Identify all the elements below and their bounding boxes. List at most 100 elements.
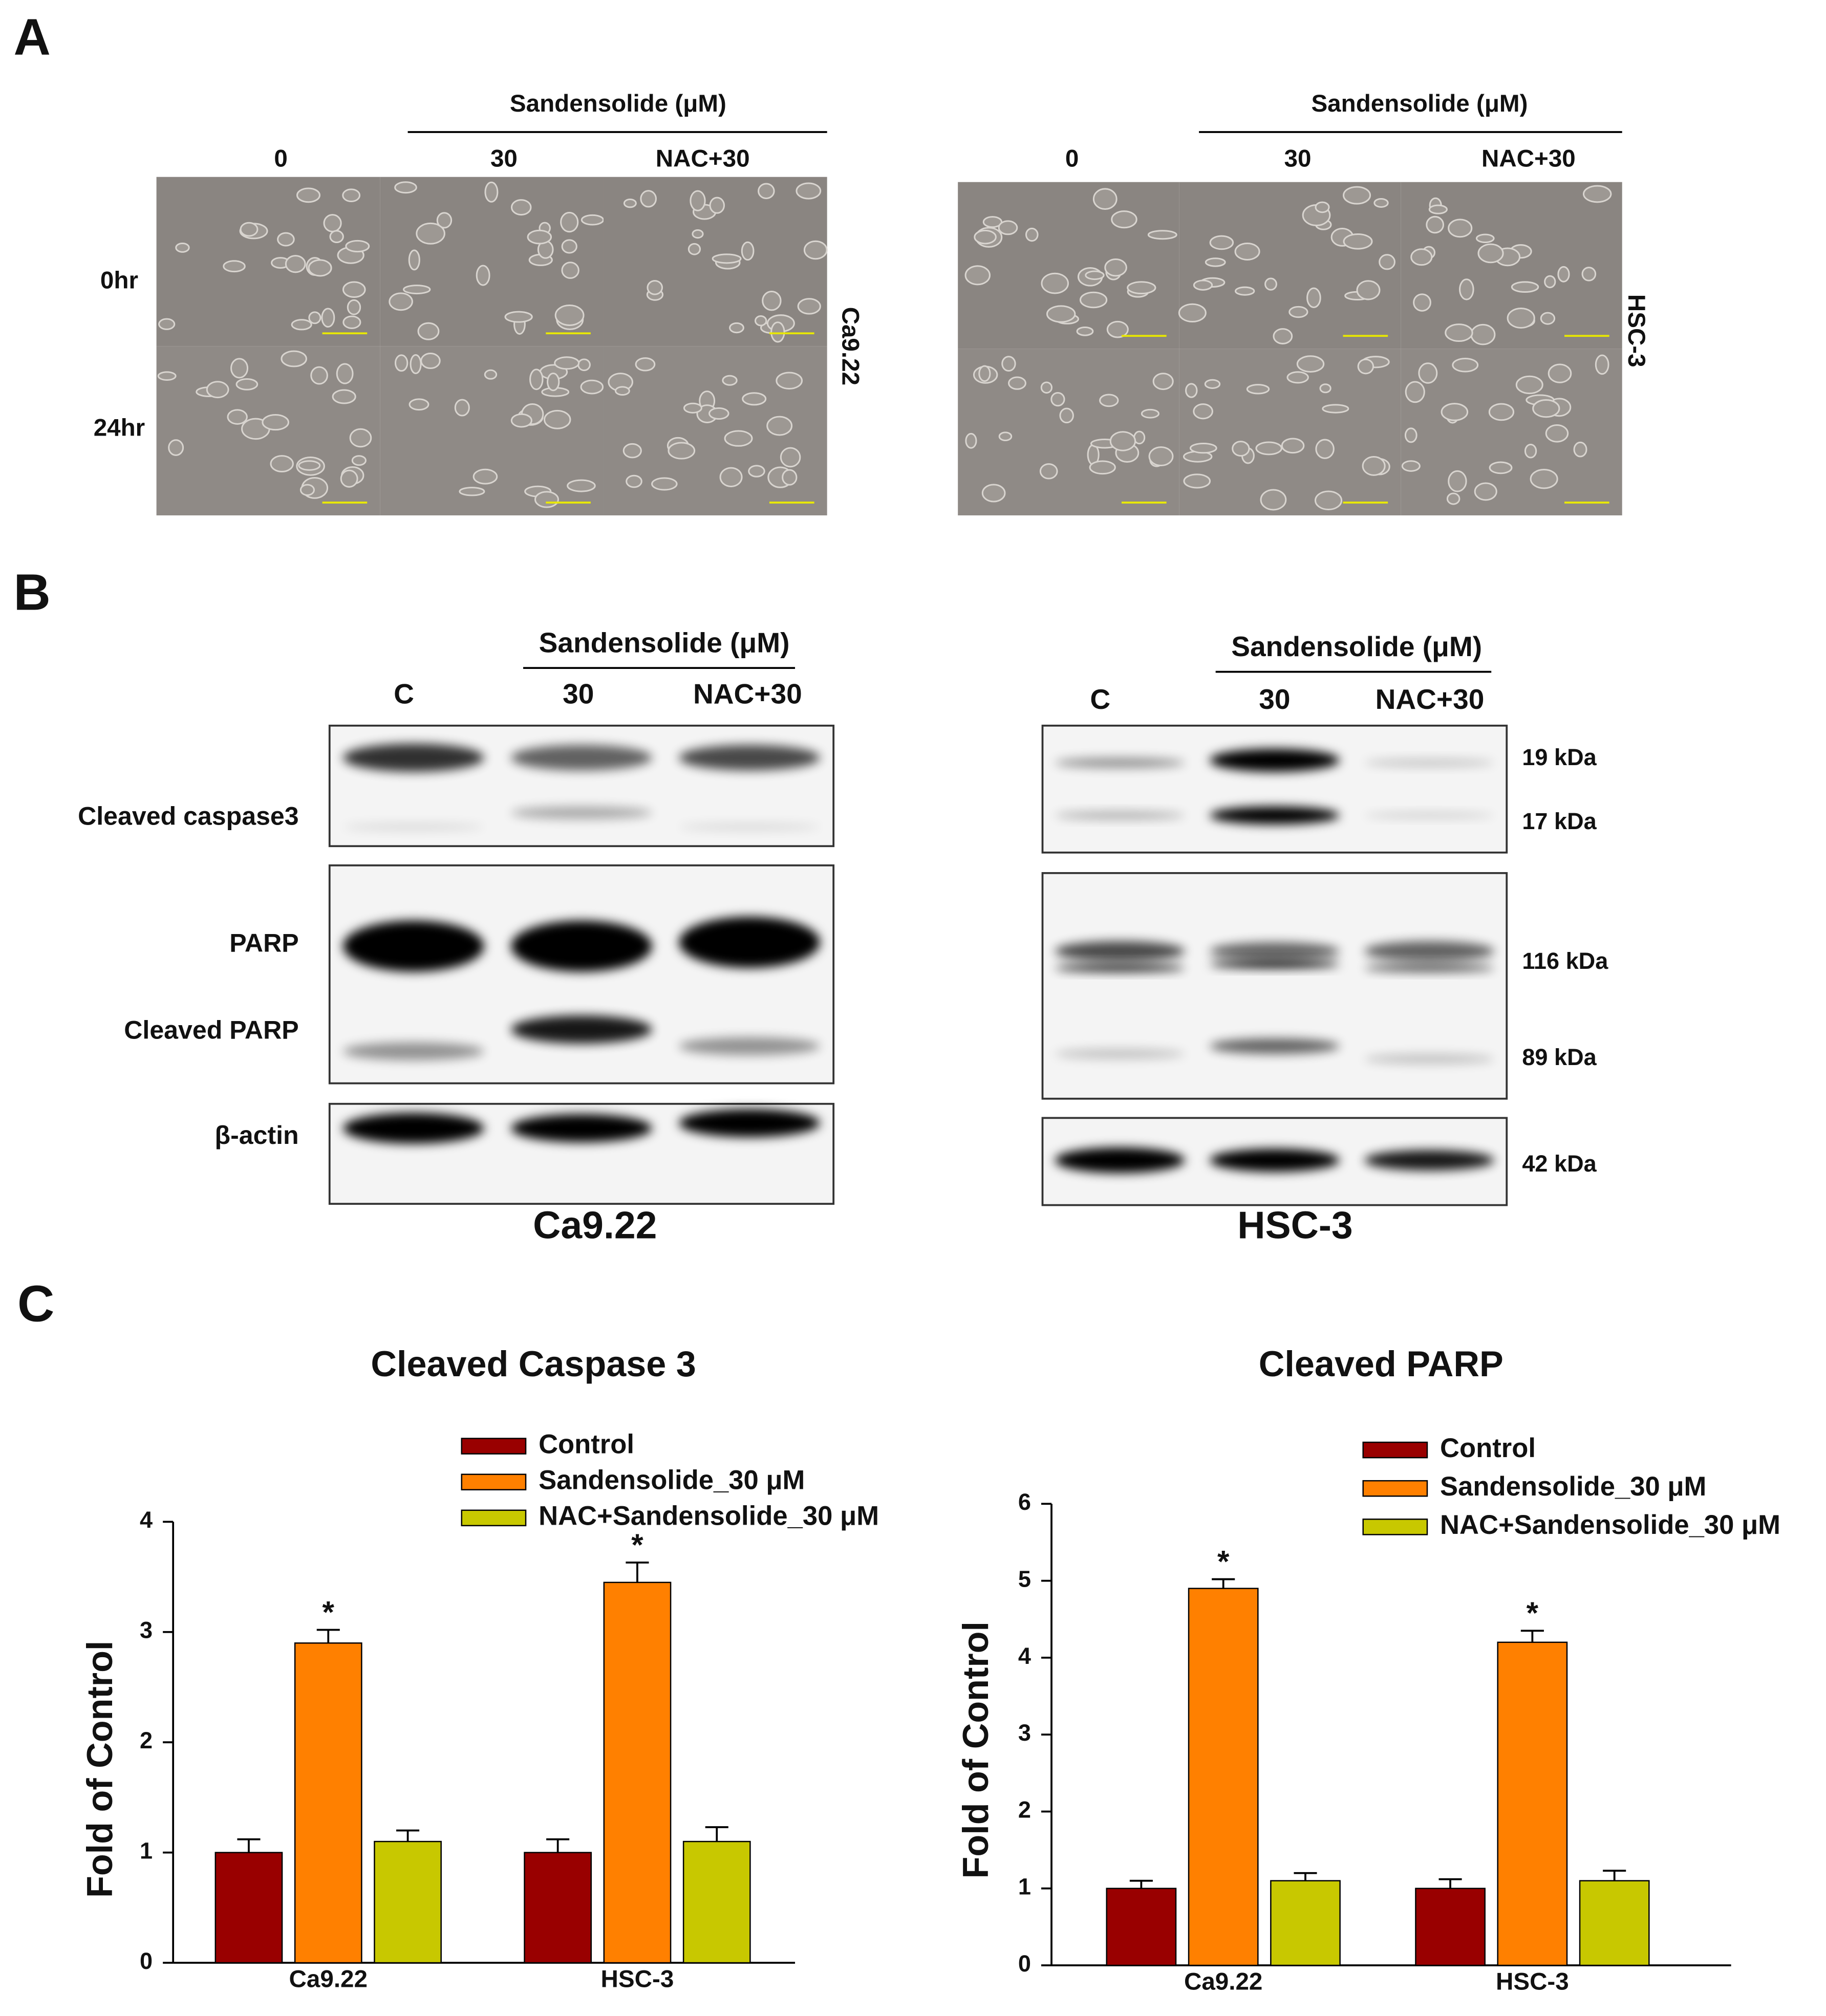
cell <box>1314 490 1343 511</box>
cell <box>1209 235 1234 250</box>
cell <box>235 378 259 391</box>
error-bar <box>316 1629 340 1643</box>
bar <box>1497 1641 1568 1966</box>
cell <box>262 414 289 431</box>
bar <box>603 1581 672 1964</box>
cell <box>1127 281 1156 295</box>
cell <box>1410 248 1433 266</box>
cell <box>291 319 312 331</box>
band <box>511 1015 652 1044</box>
band <box>679 823 820 831</box>
cell <box>1286 371 1309 384</box>
cell <box>803 240 828 260</box>
cell <box>476 265 490 286</box>
column-label: 0 <box>274 145 287 172</box>
significance-mark: * <box>631 1528 643 1562</box>
cell <box>635 357 656 372</box>
cell <box>534 491 559 508</box>
band <box>1364 758 1495 767</box>
legend-label: Control <box>539 1429 634 1459</box>
cell <box>527 229 552 245</box>
cell <box>581 214 605 226</box>
weight-label: 116 kDa <box>1522 948 1608 974</box>
cell <box>227 409 248 425</box>
blot <box>1041 724 1508 854</box>
cell <box>1255 441 1282 456</box>
cell <box>1234 243 1260 261</box>
error-bar <box>1294 1872 1317 1881</box>
cell <box>1530 469 1558 489</box>
protein-label: Cleaved caspase3 <box>78 801 299 830</box>
cell <box>1315 201 1330 213</box>
cell <box>1281 438 1305 454</box>
cell <box>1141 408 1159 419</box>
cell <box>1428 204 1448 214</box>
cell <box>1581 267 1597 281</box>
cell <box>342 281 366 298</box>
cell <box>978 365 991 382</box>
cell <box>230 358 249 379</box>
cell <box>1511 281 1539 293</box>
cell <box>168 439 184 456</box>
cell <box>321 308 335 328</box>
column-label: 30 <box>563 678 594 710</box>
cell <box>547 372 560 392</box>
cell <box>529 368 544 391</box>
cell <box>1401 460 1421 472</box>
column-label: 30 <box>1259 683 1290 715</box>
cell-line-label: HSC-3 <box>1237 1204 1352 1247</box>
column-label: 0 <box>1065 145 1079 172</box>
blot <box>1041 872 1508 1100</box>
cell <box>651 477 678 491</box>
cell <box>417 322 440 340</box>
cell <box>1477 243 1504 264</box>
cell <box>719 467 743 487</box>
cell <box>410 354 422 375</box>
cell <box>554 305 585 326</box>
cell <box>1544 275 1556 289</box>
cell <box>724 430 753 447</box>
band <box>1055 811 1185 819</box>
cell <box>1288 306 1308 318</box>
cell <box>345 240 370 253</box>
cell <box>1205 257 1226 267</box>
panel-label: B <box>13 563 50 621</box>
legend-swatch <box>461 1438 527 1455</box>
bar <box>1415 1888 1486 1966</box>
cell <box>1306 287 1321 308</box>
cell <box>560 211 579 233</box>
cell <box>690 190 706 211</box>
band <box>343 920 484 972</box>
band <box>1209 806 1340 825</box>
legend-swatch <box>461 1473 527 1490</box>
cell <box>270 455 294 473</box>
cell <box>298 460 321 471</box>
cell <box>741 241 755 261</box>
column-label: 30 <box>490 145 518 172</box>
band <box>1364 1054 1495 1065</box>
band <box>511 745 652 771</box>
y-tick-label: 5 <box>1018 1566 1031 1592</box>
cell <box>1418 362 1438 384</box>
cell <box>782 469 798 486</box>
cell <box>1445 323 1473 342</box>
cell <box>1189 442 1217 454</box>
cell <box>709 197 725 214</box>
cell <box>1296 355 1325 373</box>
cell <box>389 292 413 311</box>
cell <box>580 379 604 395</box>
column-label: NAC+30 <box>1481 145 1576 172</box>
cell <box>1246 384 1270 395</box>
error-bar <box>546 1838 570 1853</box>
cell <box>1183 473 1211 489</box>
cell <box>510 199 532 216</box>
bar <box>294 1642 362 1964</box>
legend-swatch <box>1362 1441 1428 1459</box>
micrograph <box>603 346 827 515</box>
y-tick-label: 4 <box>1018 1643 1031 1669</box>
protein-label: β-actin <box>215 1121 299 1150</box>
band <box>1209 1038 1340 1054</box>
x-tick-label: Ca9.22 <box>1184 1968 1262 1996</box>
cell <box>974 229 997 245</box>
cell <box>1260 489 1287 511</box>
